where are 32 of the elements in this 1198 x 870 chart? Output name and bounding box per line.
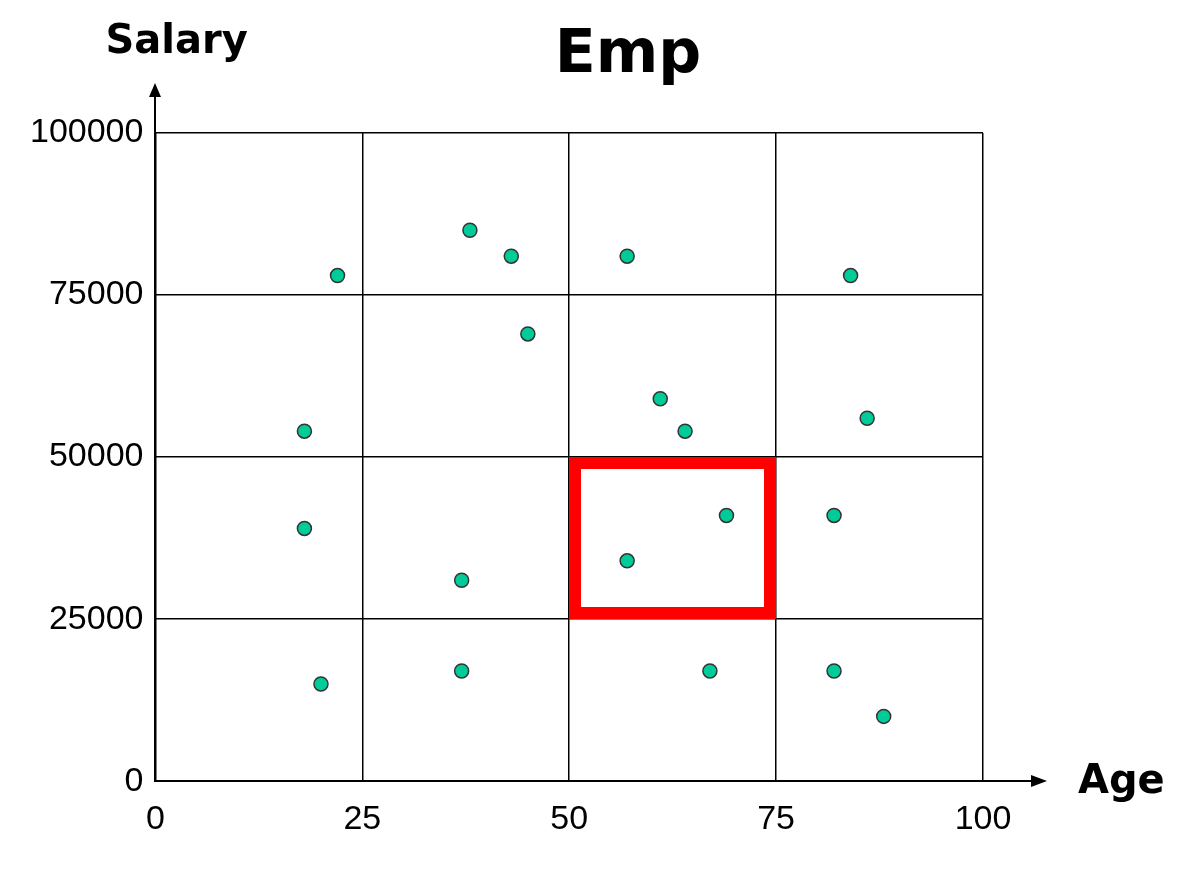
y-tick-label: 0 [124,759,144,798]
point [453,663,470,679]
point [859,410,875,426]
point [520,326,536,342]
point [462,222,478,238]
point [826,663,842,679]
chart-title: Emp [554,16,702,86]
point [702,663,718,679]
point [718,507,735,524]
point [329,267,346,284]
point [652,391,669,407]
point [296,423,313,439]
point [313,676,329,692]
x-tick-label: 75 [757,797,796,836]
point [677,423,693,439]
y-tick-label: 100000 [29,111,144,150]
x-tick-label: 25 [343,797,382,836]
point [875,708,892,725]
point [296,520,313,537]
x-axis-title: Age [1078,756,1165,803]
y-tick-label: 25000 [48,597,144,636]
y-tick-label: 50000 [48,435,144,474]
point [503,248,520,264]
point [453,572,470,589]
point [842,267,859,284]
point [826,507,842,524]
y-axis-title: Salary [105,16,248,62]
x-tick-label: 100 [954,797,1012,836]
x-tick-label: 50 [550,797,589,836]
point [619,553,635,569]
point [619,248,635,264]
y-tick-label: 75000 [48,273,144,312]
